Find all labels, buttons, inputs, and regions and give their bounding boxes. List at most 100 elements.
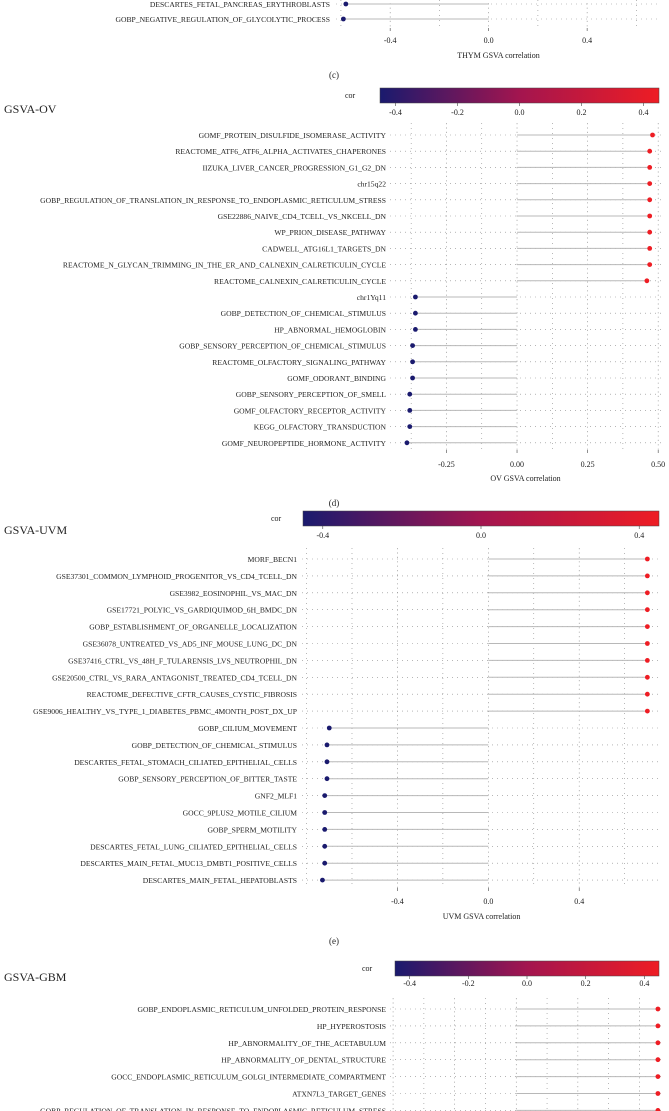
lollipop-point: [644, 278, 650, 284]
category-label: GOBP_SENSORY_PERCEPTION_OF_BITTER_TASTE: [118, 775, 297, 784]
lollipop-point: [647, 229, 653, 235]
category-label: HP_ABNORMALITY_OF_THE_ACETABULUM: [228, 1039, 386, 1048]
category-label: GSE22886_NAIVE_CD4_TCELL_VS_NKCELL_DN: [218, 212, 387, 221]
category-label: GOBP_ENDOPLASMIC_RETICULUM_UNFOLDED_PROT…: [137, 1005, 386, 1014]
category-label: IIZUKA_LIVER_CANCER_PROGRESSION_G1_G2_DN: [202, 163, 386, 172]
legend-tick-label: 0.4: [639, 108, 649, 117]
lollipop-point: [343, 1, 349, 7]
lollipop-point: [410, 343, 415, 348]
legend-tick-label: 0.4: [634, 531, 644, 540]
category-label: ATXN7L3_TARGET_GENES: [292, 1090, 386, 1099]
lollipop-point: [647, 148, 653, 154]
legend-tick-label: 0.2: [577, 108, 587, 117]
category-label: REACTOME_ATF6_ATF6_ALPHA_ACTIVATES_CHAPE…: [175, 147, 386, 156]
legend-title: cor: [362, 964, 373, 973]
chart-panel-1: DESCARTES_FETAL_PANCREAS_ERYTHROBLASTS GO…: [116, 0, 661, 80]
lollipop-point: [647, 197, 653, 203]
category-label: GOCC_ENDOPLASMIC_RETICULUM_GOLGI_INTERME…: [111, 1073, 386, 1082]
x-tick-label: -0.4: [384, 36, 397, 45]
lollipop-point: [644, 607, 650, 613]
category-label: GOBP_DETECTION_OF_CHEMICAL_STIMULUS: [132, 741, 297, 750]
legend-title: cor: [345, 91, 356, 100]
category-label: HP_ABNORMAL_HEMOGLOBIN: [274, 325, 386, 334]
x-axis-label: OV GSVA correlation: [490, 474, 560, 483]
category-label: DESCARTES_MAIN_FETAL_HEPATOBLASTS: [143, 876, 297, 885]
category-label: GOBP_SENSORY_PERCEPTION_OF_SMELL: [236, 390, 387, 399]
legend-tick-label: -0.2: [462, 979, 475, 988]
category-label: GOBP_DETECTION_OF_CHEMICAL_STIMULUS: [221, 309, 386, 318]
category-label: GOCC_9PLUS2_MOTILE_CILIUM: [183, 809, 298, 818]
chart-panel-2: GSVA-OV cor -0.4 -0.2 0.0 0.2 0.4 GOMF_PROTEIN_…: [4, 87, 665, 508]
lollipop-point: [413, 327, 418, 332]
legend-tick-label: 0.0: [476, 531, 486, 540]
lollipop-point: [407, 424, 413, 429]
lollipop-point: [644, 691, 650, 697]
category-label: REACTOME_N_GLYCAN_TRIMMING_IN_THE_ER_AND…: [63, 261, 386, 270]
lollipop-point: [644, 556, 650, 562]
category-label: GOMF_OLFACTORY_RECEPTOR_ACTIVITY: [234, 406, 387, 415]
category-label: GSE20500_CTRL_VS_RARA_ANTAGONIST_TREATED…: [52, 673, 297, 682]
x-tick-label: -0.25: [438, 460, 455, 469]
lollipop-point: [644, 624, 650, 629]
category-label: CADWELL_ATG16L1_TARGETS_DN: [262, 244, 386, 253]
x-tick-label: 0.00: [510, 460, 524, 469]
category-label: REACTOME_DEFECTIVE_CFTR_CAUSES_CYSTIC_FI…: [87, 690, 297, 699]
category-label: GSE9006_HEALTHY_VS_TYPE_1_DIABETES_PBMC_…: [33, 707, 297, 716]
legend-colorbar: [394, 960, 660, 977]
x-tick-label: 0.4: [574, 897, 584, 906]
x-axis-label: UVM GSVA correlation: [443, 912, 521, 921]
category-label: chr1Yq11: [357, 293, 386, 302]
chart-panel-3: GSVA-UVM cor -0.4 0.0 0.4 MORF_BECN1 GSE37301_…: [4, 510, 661, 946]
lollipop-point: [647, 246, 653, 251]
category-label: GNF2_MLF1: [255, 792, 297, 801]
category-label: REACTOME_OLFACTORY_SIGNALING_PATHWAY: [212, 358, 386, 367]
lollipop-point: [644, 708, 650, 714]
legend-colorbar: [379, 87, 660, 104]
category-label: GOBP_NEGATIVE_REGULATION_OF_GLYCOLYTIC_P…: [116, 15, 330, 24]
chart-title: GSVA-UVM: [4, 523, 67, 537]
lollipop-point: [324, 759, 330, 765]
lollipop-point: [655, 1108, 661, 1111]
lollipop-point: [655, 1057, 661, 1063]
lollipop-point: [322, 843, 328, 849]
panel-label: (d): [329, 498, 340, 508]
category-label: GOBP_ESTABLISHMENT_OF_ORGANELLE_LOCALIZA…: [89, 623, 297, 632]
lollipop-point: [655, 1074, 661, 1079]
lollipop-point: [324, 776, 330, 782]
x-tick-label: 0.25: [581, 460, 595, 469]
lollipop-point: [340, 16, 346, 22]
lollipop-point: [655, 1040, 661, 1046]
lollipop-point: [322, 810, 328, 815]
x-tick-label: 0.50: [651, 460, 665, 469]
category-label: DESCARTES_FETAL_PANCREAS_ERYTHROBLASTS: [150, 0, 330, 9]
legend-tick-label: 0.0: [515, 108, 525, 117]
lollipop-point: [647, 165, 653, 170]
category-label: GOBP_CILIUM_MOVEMENT: [198, 724, 297, 733]
x-tick-label: 0.4: [582, 36, 592, 45]
lollipop-point: [644, 590, 650, 596]
lollipop-point: [407, 391, 413, 397]
lollipop-point: [655, 1091, 661, 1096]
category-label: REACTOME_CALNEXIN_CALRETICULIN_CYCLE: [214, 277, 386, 286]
legend-title: cor: [271, 514, 282, 523]
category-label: KEGG_OLFACTORY_TRANSDUCTION: [254, 423, 387, 432]
category-label: GOBP_REGULATION_OF_TRANSLATION_IN_RESPON…: [40, 1106, 386, 1111]
lollipop-point: [326, 725, 332, 731]
x-axis-label: THYM GSVA correlation: [457, 51, 540, 60]
x-tick-label: 0.0: [484, 36, 494, 45]
legend-tick-label: -0.4: [316, 531, 329, 540]
category-label: DESCARTES_MAIN_FETAL_MUC13_DMBT1_POSITIV…: [80, 859, 297, 868]
legend-tick-label: 0.0: [522, 979, 532, 988]
legend-tick-label: 0.2: [581, 979, 591, 988]
legend-tick-label: -0.4: [389, 108, 402, 117]
lollipop-point: [407, 408, 413, 413]
category-label: HP_HYPEROSTOSIS: [317, 1022, 386, 1031]
chart-panel-4: GSVA-GBM cor -0.4 -0.2 0.0 0.2 0.4 GOBP_ENDOPLA…: [4, 960, 661, 1111]
category-label: GOMF_NEUROPEPTIDE_HORMONE_ACTIVITY: [222, 439, 387, 448]
category-label: GSE37301_COMMON_LYMPHOID_PROGENITOR_VS_C…: [56, 572, 297, 581]
category-label: GOBP_SPERM_MOTILITY: [208, 825, 298, 834]
chart-title: GSVA-GBM: [4, 970, 67, 984]
legend-colorbar: [302, 510, 660, 527]
panel-label: (c): [329, 70, 339, 80]
lollipop-point: [655, 1023, 661, 1029]
